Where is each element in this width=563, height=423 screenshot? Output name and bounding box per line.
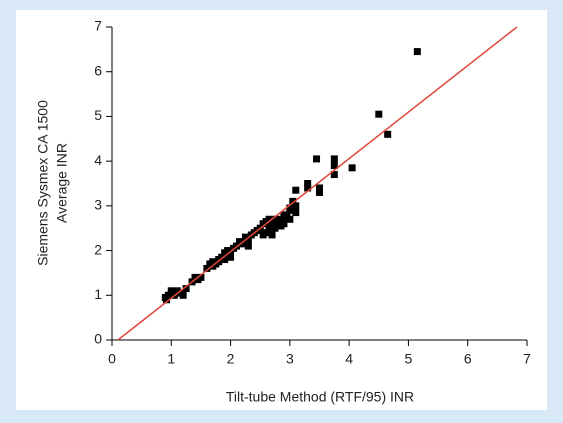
plot-panel	[16, 10, 547, 410]
x-tick-label: 6	[464, 351, 472, 367]
y-tick-label: 6	[94, 62, 102, 78]
point	[292, 209, 300, 217]
point	[163, 296, 171, 304]
point	[227, 253, 235, 261]
y-axis-label: Average INR	[54, 143, 70, 223]
y-tick-label: 2	[94, 241, 102, 257]
x-tick-label: 7	[523, 351, 531, 367]
x-tick-label: 3	[286, 351, 294, 367]
point	[292, 202, 300, 210]
point	[330, 171, 338, 179]
x-tick-label: 2	[227, 351, 235, 367]
point	[197, 273, 205, 281]
point	[304, 184, 312, 192]
point	[244, 235, 252, 243]
y-axis-label: Siemens Sysmex CA 1500	[35, 100, 51, 266]
point	[179, 291, 187, 299]
point	[172, 289, 180, 297]
x-tick-label: 0	[108, 351, 116, 367]
point	[262, 229, 270, 237]
point	[238, 240, 246, 248]
point	[277, 215, 285, 223]
point	[313, 155, 321, 163]
fit-line	[117, 26, 518, 341]
point	[221, 256, 229, 264]
x-tick-label: 5	[405, 351, 413, 367]
point	[265, 224, 273, 232]
point	[413, 48, 421, 56]
point	[277, 222, 285, 230]
point	[286, 204, 294, 212]
y-tick-label: 1	[94, 286, 102, 302]
point	[271, 215, 279, 223]
point	[271, 224, 279, 232]
point	[268, 231, 276, 239]
point	[375, 110, 383, 118]
y-tick-label: 5	[94, 107, 102, 123]
point	[182, 285, 190, 293]
point	[316, 184, 323, 192]
point	[167, 287, 175, 295]
point	[348, 164, 356, 172]
y-tick-label: 4	[94, 152, 102, 168]
point	[384, 130, 392, 138]
y-tick-label: 3	[94, 197, 102, 213]
x-tick-label: 4	[345, 351, 353, 367]
point	[292, 186, 300, 194]
point	[289, 197, 297, 205]
point	[330, 162, 338, 170]
point	[203, 264, 211, 272]
point	[304, 180, 312, 187]
y-tick-label: 0	[94, 331, 102, 347]
x-axis-label: Tilt-tube Method (RTF/95) INR	[226, 389, 414, 405]
point	[316, 188, 323, 196]
x-tick-label: 1	[167, 351, 175, 367]
point	[330, 155, 338, 163]
point	[244, 242, 252, 250]
point	[286, 215, 294, 223]
y-tick-label: 7	[94, 18, 102, 34]
